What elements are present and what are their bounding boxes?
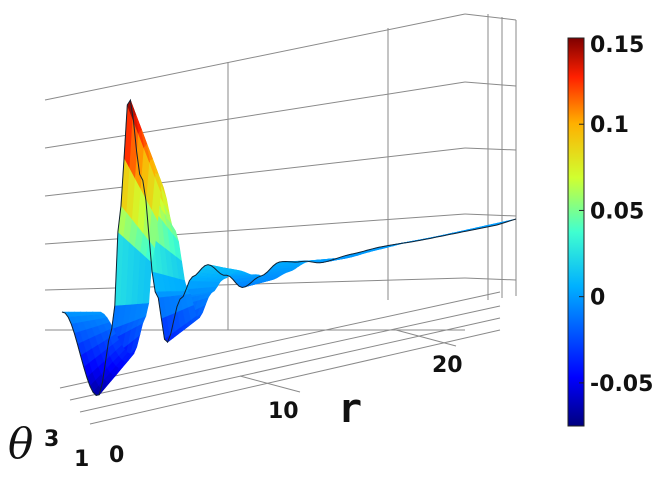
surface-front-edge xyxy=(61,98,498,396)
theta-tick-label: 3 xyxy=(44,427,59,452)
colorbar-tick-label: -0.05 xyxy=(590,372,653,397)
surface xyxy=(61,98,517,396)
theta-axis-label: θ xyxy=(8,419,33,468)
theta-tick-label: 1 xyxy=(74,447,89,472)
r-axis-label: r xyxy=(338,386,362,432)
colorbar-tick-label: 0.05 xyxy=(590,199,644,224)
colorbar-tick-label: 0.1 xyxy=(590,113,629,138)
theta-tick-label: 0 xyxy=(109,443,124,468)
r-tick-label: 20 xyxy=(432,353,463,378)
surface-end-edge xyxy=(496,218,517,226)
colorbar-tick-label: 0 xyxy=(590,286,605,311)
colorbar xyxy=(567,37,585,427)
r-tick-label: 10 xyxy=(268,399,299,424)
colorbar-tick-label: 0.15 xyxy=(590,33,644,58)
colorbar-ticks: 0.15 0.1 0.05 0 -0.05 xyxy=(579,33,653,397)
